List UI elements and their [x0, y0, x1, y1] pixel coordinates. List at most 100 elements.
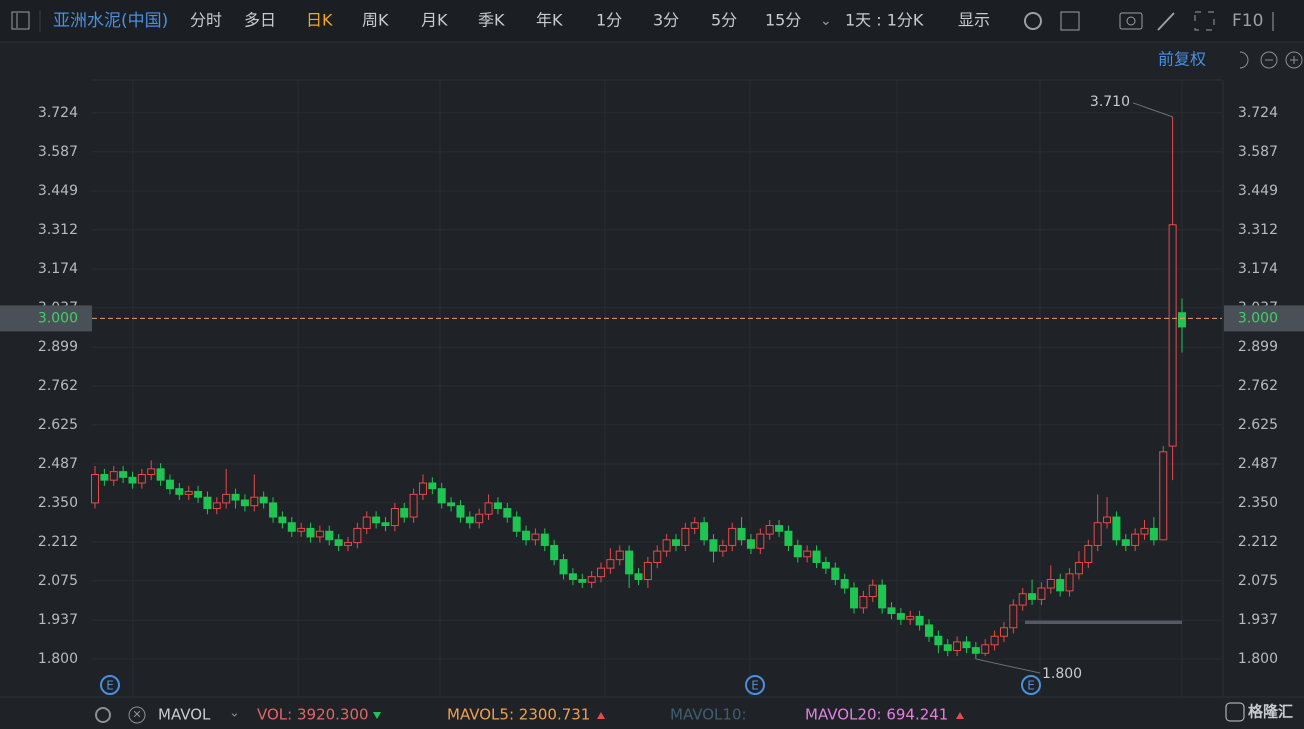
adjust-mode[interactable]: 前复权 [1158, 50, 1206, 69]
period-tab[interactable]: 5分 [711, 11, 737, 30]
display-menu[interactable]: 显示 [958, 11, 990, 30]
period-tab[interactable]: 日K [306, 11, 333, 30]
indicator-close[interactable] [128, 706, 146, 724]
period-tab[interactable]: 1分 [596, 11, 622, 30]
event-marker[interactable] [100, 675, 120, 695]
candle-body [878, 584, 887, 609]
candle-body [184, 491, 193, 495]
candle-body [287, 522, 296, 532]
camera-icon[interactable] [1119, 12, 1143, 30]
period-tab[interactable]: 15分 [765, 11, 801, 30]
y-tick-label: 2.625 [38, 417, 78, 433]
y-tick-label-right: 2.762 [1238, 378, 1278, 394]
indicator-dropdown[interactable]: ⌄ [229, 706, 240, 721]
candle-body [1131, 533, 1140, 546]
event-marker[interactable] [745, 675, 765, 695]
candle-body [728, 527, 737, 546]
f10[interactable]: F10 [1232, 11, 1263, 31]
candle-body [896, 613, 905, 620]
candle-body [259, 496, 268, 504]
indicator-name[interactable]: MAVOL [158, 706, 211, 724]
candle-body [765, 525, 774, 535]
y-tick-label: 2.212 [38, 534, 78, 550]
y-tick-label-right: 2.625 [1238, 417, 1278, 433]
candle-body [344, 542, 353, 546]
event-label: E [1027, 679, 1035, 693]
candle-body [540, 533, 549, 546]
reset-icon[interactable] [1239, 51, 1249, 69]
up-arrow [956, 712, 964, 719]
period-tab[interactable]: 周K [362, 11, 389, 30]
candle-body [156, 468, 165, 481]
candle-body [1028, 593, 1037, 600]
candle-body [1056, 579, 1065, 592]
indicator-settings[interactable] [95, 707, 111, 723]
more-dropdown[interactable]: ⌄ [820, 13, 832, 29]
candle-body [756, 533, 765, 549]
candle-body [1074, 561, 1083, 575]
period-tab[interactable]: 年K [536, 11, 563, 30]
sidebar-toggle[interactable] [11, 11, 30, 30]
candle-body [400, 508, 409, 518]
period-tabs: 分时 多日 日K 周K 月K 季K 年K 1分 3分 5分 15分 [190, 11, 801, 30]
candle-body [1093, 522, 1102, 546]
candle-body [165, 479, 174, 490]
candle-body [953, 641, 962, 651]
candle-body [550, 544, 559, 561]
candle-body [428, 482, 437, 490]
candle-body [606, 559, 615, 569]
candle-body [1037, 587, 1046, 600]
candle-body [447, 502, 456, 507]
period-tab[interactable]: 分时 [190, 11, 222, 30]
candle-body [297, 527, 306, 532]
candle-body [746, 539, 755, 549]
y-tick-label: 3.312 [38, 222, 78, 238]
y-tick-label: 1.937 [38, 612, 78, 628]
period-tab[interactable]: 3分 [653, 11, 679, 30]
zoom-in[interactable] [1285, 51, 1303, 69]
y-tick-label: 3.587 [38, 144, 78, 160]
y-tick-label-right: 3.312 [1238, 222, 1278, 238]
candle-body [306, 527, 315, 538]
mavol20: MAVOL20: 694.241 [805, 706, 948, 724]
symbol[interactable]: 亚洲水泥(中国) [53, 11, 168, 31]
zoom-out[interactable] [1260, 51, 1278, 69]
period-tab[interactable]: 多日 [244, 11, 276, 30]
y-tick-label: 3.724 [38, 105, 78, 121]
period-tab[interactable]: 月K [421, 11, 448, 30]
price-tag: 3.000 [1238, 310, 1278, 326]
candle-body [1149, 527, 1158, 541]
candle-body [334, 539, 343, 546]
candle-body [1178, 312, 1186, 328]
candle-body [269, 502, 278, 518]
candle-body [522, 530, 531, 541]
candle-body [381, 522, 390, 527]
candle-body [475, 513, 484, 524]
candle-body [503, 508, 512, 518]
candle-body [887, 607, 896, 615]
toolbar-bg [0, 0, 1304, 42]
candle-body [437, 488, 446, 504]
pen-icon[interactable] [1157, 12, 1175, 31]
interval[interactable]: 1天 : 1分K [845, 11, 924, 30]
mavol10: MAVOL10: [670, 706, 747, 724]
y-tick-label: 3.174 [38, 261, 78, 277]
candle-body [709, 539, 718, 552]
candle-body [821, 561, 830, 569]
candle-body [315, 530, 324, 538]
candle-body [203, 496, 212, 510]
period-tab[interactable]: 季K [478, 11, 505, 30]
candle-body [493, 502, 502, 510]
candle-body [559, 559, 568, 575]
candle-body [934, 635, 943, 646]
indicator-close-x: ✕ [132, 708, 141, 721]
box-icon[interactable] [1060, 11, 1080, 31]
event-marker[interactable] [1021, 675, 1041, 695]
candle-body [1112, 516, 1121, 541]
candle-body [137, 473, 146, 484]
settings-icon[interactable] [1024, 12, 1042, 30]
fullscreen-icon[interactable] [1194, 11, 1215, 31]
up-arrow [597, 712, 605, 719]
candle-body [690, 522, 699, 529]
